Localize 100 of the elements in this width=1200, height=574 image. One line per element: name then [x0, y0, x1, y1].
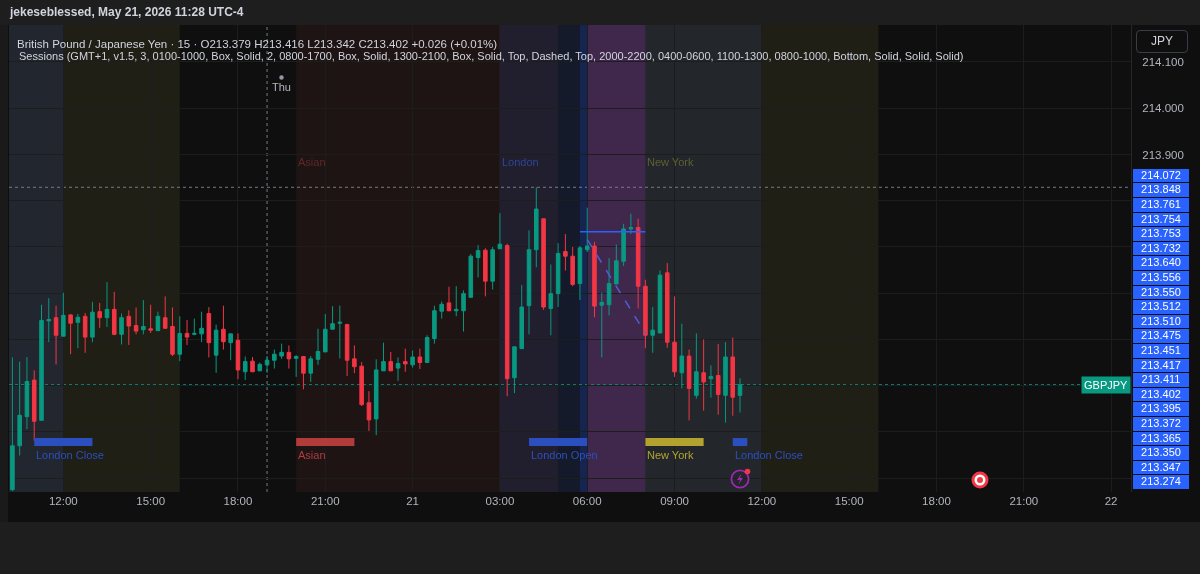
text: 213.372	[1133, 417, 1189, 431]
x-tick-label: 03:00	[485, 494, 515, 507]
candlestick	[439, 301, 444, 320]
candlestick	[635, 218, 641, 309]
candlestick	[475, 244, 481, 278]
candlestick	[155, 311, 161, 332]
candlestick	[330, 305, 335, 330]
band-label: Asian	[298, 156, 326, 168]
text: 213.411	[1133, 373, 1189, 387]
candlestick	[388, 351, 394, 372]
candlestick	[192, 318, 197, 336]
band-label: New York	[647, 156, 694, 168]
candlestick	[614, 244, 619, 285]
series-label: New York	[647, 449, 694, 461]
series-label: London Close	[36, 449, 104, 461]
text: 213.402	[1133, 387, 1189, 402]
y-tick-label: 214.000	[1142, 102, 1184, 115]
candlestick	[664, 262, 670, 349]
text: 213.848	[1133, 183, 1189, 197]
series-label: London Close	[735, 449, 803, 461]
candlestick	[301, 356, 306, 390]
candlestick	[199, 311, 204, 343]
candlestick	[141, 299, 146, 335]
candlestick	[715, 343, 721, 416]
candlestick	[381, 342, 386, 372]
candlestick	[592, 241, 597, 318]
series-label: Asian	[298, 449, 326, 461]
candlestick	[410, 350, 415, 369]
candlestick	[352, 344, 357, 374]
text: 213.732	[1133, 241, 1189, 256]
candlestick	[650, 306, 655, 354]
x-tick-label: 06:00	[572, 494, 602, 507]
text: 213.640	[1133, 256, 1189, 270]
candlestick	[403, 348, 408, 373]
candlestick	[417, 348, 423, 370]
candlestick	[82, 312, 88, 354]
candlestick	[628, 213, 634, 235]
candlestick	[366, 390, 372, 432]
candlestick	[221, 305, 226, 351]
candlestick	[184, 319, 190, 346]
candlestick	[133, 307, 139, 335]
candlestick	[75, 313, 81, 349]
candlestick	[126, 309, 132, 346]
text: British Pound / Japanese Yen · 15 · O213.379 H213.416 L213.342 C213.402 +0.026 (+0.01%)	[17, 38, 498, 51]
text: jekeseblessed, May 21, 2026 11:28 UTC-4	[10, 5, 244, 20]
candlestick	[657, 270, 663, 334]
candlestick	[257, 362, 263, 372]
candlestick	[293, 354, 299, 378]
x-tick-label: 22	[1104, 494, 1118, 507]
band-label: London	[502, 156, 539, 168]
candlestick	[177, 315, 183, 362]
candlestick	[359, 361, 364, 407]
candlestick	[483, 247, 488, 297]
text: 213.510	[1133, 314, 1189, 329]
candlestick	[250, 356, 255, 373]
x-tick-label: 15:00	[136, 494, 166, 507]
candlestick	[453, 285, 459, 317]
text: 213.753	[1133, 227, 1189, 241]
candlestick	[461, 289, 466, 333]
text: 213.395	[1133, 402, 1189, 416]
candlestick	[548, 264, 554, 336]
x-tick-label: 09:00	[660, 494, 689, 507]
candlestick	[272, 349, 277, 370]
candlestick	[228, 333, 233, 361]
candlestick	[315, 328, 321, 366]
text: 213.365	[1133, 431, 1189, 446]
x-tick-label: 21:00	[1009, 494, 1039, 507]
candlestick	[701, 338, 706, 412]
text: 213.475	[1133, 329, 1189, 343]
candlestick	[570, 246, 575, 287]
text: 213.350	[1133, 446, 1189, 460]
candlestick	[213, 324, 219, 374]
candlestick	[373, 358, 379, 436]
candlestick	[162, 295, 168, 330]
text: 213.417	[1133, 358, 1189, 373]
x-tick-label: 12:00	[48, 494, 78, 507]
candlestick	[111, 291, 117, 336]
candlestick	[90, 301, 95, 343]
candlestick	[235, 332, 241, 380]
candlestick	[672, 295, 677, 378]
candlestick	[606, 257, 612, 316]
text: Sessions (GMT+1, v1.5, 3, 0100-1000, Box, Solid, 2, 0800-1700, Box, Solid, 1300-2100, Box, Solid, Top, Dashed, Top, 2000-2200, 0400-0600, 1100-1300, 0800-1000, Bottom, Solid, Solid, Solid)	[19, 50, 964, 62]
x-tick-label: 15:00	[834, 494, 864, 507]
text: 213.761	[1133, 198, 1189, 212]
text: 213.347	[1133, 460, 1189, 475]
candlestick	[599, 292, 605, 358]
candlestick	[97, 302, 102, 329]
y-tick-label: 214.100	[1142, 56, 1184, 69]
candlestick	[621, 223, 626, 267]
candlestick	[584, 207, 590, 253]
candlestick	[206, 306, 212, 358]
candlestick	[148, 304, 153, 334]
candlestick	[490, 246, 495, 290]
text: 213.274	[1133, 475, 1189, 489]
candlestick	[424, 334, 430, 364]
y-tick-label: 213.900	[1142, 148, 1184, 161]
text: 213.556	[1133, 271, 1189, 285]
y-axis-title: JPY	[1136, 30, 1188, 53]
candlestick	[468, 253, 474, 298]
candlestick	[53, 305, 59, 365]
